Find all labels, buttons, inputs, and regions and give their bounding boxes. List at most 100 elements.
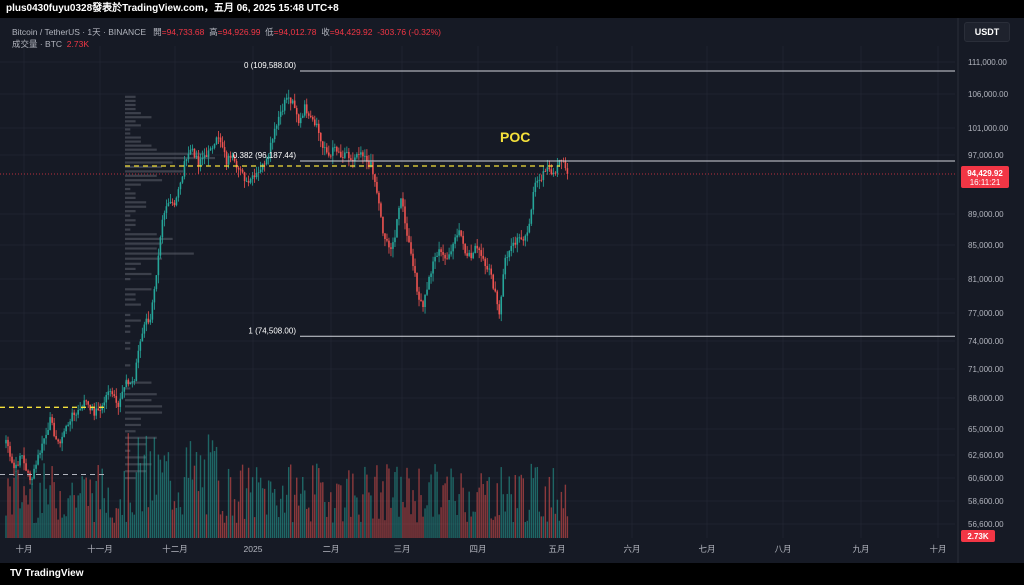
volume-bar (43, 463, 45, 538)
volume-bar (548, 476, 551, 538)
volume-bar (195, 452, 198, 538)
chart-area[interactable]: 0 (109,588.00) 0.382 (96,187.44) 1 (74,508… (0, 18, 1024, 563)
candle-body (356, 154, 358, 158)
candle-body (67, 424, 69, 426)
candle-body (532, 191, 535, 210)
last-price-label: 94,429.92 (967, 169, 1003, 178)
volume-bar (259, 477, 262, 538)
volume-bar (255, 467, 258, 538)
volume-bar (73, 495, 75, 538)
candle-body (27, 470, 29, 473)
volume-bar (5, 515, 7, 538)
volume-profile-bar (125, 223, 136, 227)
time-tick-label: 九月 (852, 544, 869, 554)
price-tick-label: 106,000.00 (968, 90, 1009, 99)
candle-body (141, 333, 144, 342)
candle-body (95, 408, 98, 416)
volume-bar (344, 507, 346, 538)
volume-bar (560, 491, 563, 538)
volume-bar (480, 473, 482, 538)
volume-bar (414, 501, 416, 538)
candle-body (388, 240, 390, 248)
candle-body (117, 402, 120, 407)
volume-bar (442, 485, 444, 538)
volume-bar (360, 521, 362, 538)
volume-bar (458, 494, 460, 538)
open-value: =94,733.68 (161, 27, 205, 37)
candle-body (93, 406, 96, 416)
candle-body (131, 381, 134, 383)
currency-button[interactable]: USDT (964, 22, 1010, 42)
volume-bar (41, 512, 43, 538)
volume-bar (298, 505, 300, 538)
volume-bar (247, 467, 250, 538)
candle-body (21, 455, 23, 457)
volume-profile-bar (125, 174, 157, 177)
volume-bar (536, 466, 539, 538)
volume-bar (37, 517, 39, 538)
volume-bar (356, 497, 358, 538)
volume-bar (231, 515, 234, 538)
volume-bar (31, 483, 33, 538)
candle-body (151, 302, 154, 320)
candle-body (231, 155, 234, 158)
volume-profile-bar (125, 267, 136, 270)
volume-bar (203, 459, 206, 538)
candle-body (245, 180, 248, 182)
price-tick-label: 74,000.00 (968, 337, 1004, 346)
volume-profile-bar (125, 278, 131, 281)
price-tick-label: 60,600.00 (968, 474, 1004, 483)
candle-body (402, 198, 404, 207)
price-tick-label: 71,000.00 (968, 365, 1004, 374)
volume-bar (35, 522, 37, 538)
candle-body (157, 255, 160, 276)
volume-bar (292, 522, 294, 538)
candle-body (560, 159, 563, 161)
volume-profile-bar (125, 430, 136, 433)
volume-bar (77, 495, 79, 538)
price-tick-label: 89,000.00 (968, 210, 1004, 219)
candle-body (111, 391, 114, 395)
candle-body (235, 161, 238, 168)
volume-profile-bar (125, 313, 131, 317)
volume-bar (384, 520, 386, 538)
candle-body (508, 250, 511, 258)
volume-bar (366, 474, 368, 538)
candle-body (452, 243, 454, 252)
volume-profile-bar (125, 477, 136, 480)
volume-bar (63, 514, 65, 538)
volume-bar (187, 477, 190, 538)
candle-body (305, 104, 308, 114)
volume-bar (322, 482, 324, 538)
time-tick-label: 三月 (393, 544, 410, 554)
candle-body (536, 180, 539, 183)
volume-bar (127, 433, 130, 538)
candle-body (19, 455, 21, 466)
volume-profile-bar (125, 165, 163, 169)
volume-bar (454, 501, 456, 538)
candle-body (179, 182, 182, 190)
time-tick-label: 四月 (469, 544, 486, 554)
volume-profile-bar (125, 128, 131, 131)
volume-bar (382, 481, 384, 538)
volume-bar (189, 441, 192, 538)
candle-body (301, 115, 304, 118)
volume-bar (213, 451, 216, 538)
volume-bar (392, 497, 394, 538)
candle-body (432, 261, 434, 274)
volume-bar (460, 473, 462, 538)
candle-body (115, 395, 118, 403)
volume-bar (149, 451, 152, 538)
volume-bar (422, 516, 424, 538)
candle-body (410, 242, 412, 254)
candle-body (237, 167, 240, 170)
candle-body (368, 161, 370, 168)
volume-bar (57, 519, 59, 538)
candle-body (566, 168, 569, 174)
volume-profile-bar (125, 242, 163, 245)
candle-body (233, 155, 236, 162)
volume-bar (416, 522, 418, 538)
candle-body (31, 478, 33, 481)
volume-profile-bar (125, 112, 141, 115)
price-chart[interactable]: 0 (109,588.00) 0.382 (96,187.44) 1 (74,508… (0, 18, 1024, 563)
